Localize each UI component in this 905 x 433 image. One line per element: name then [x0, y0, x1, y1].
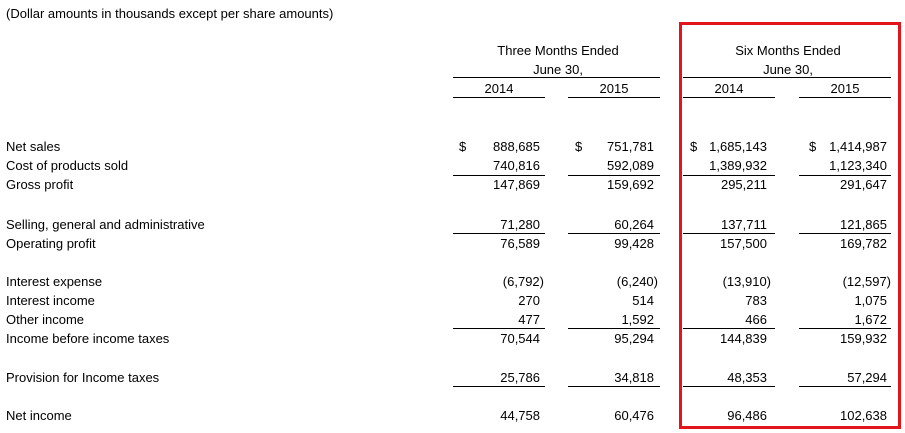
cell-interest-expense-col3: (13,910): [722, 274, 771, 289]
row-label-net-sales: Net sales: [6, 139, 61, 154]
rule-net-income-col2: [568, 386, 660, 387]
row-label-provision-for-taxes: Provision for Income taxes: [6, 370, 160, 385]
three-months-june30: June 30,: [533, 62, 583, 77]
row-label-interest-income: Interest income: [6, 293, 95, 308]
cell-cost-of-products-col2: 592,089: [607, 158, 654, 173]
year-rule-col4: [799, 97, 891, 98]
cell-interest-income-col4: 1,075: [854, 293, 887, 308]
cell-gross-profit-col3: 295,211: [720, 177, 767, 192]
cell-income-before-taxes-col2: 95,294: [614, 331, 654, 346]
year-rule-col3: [683, 97, 775, 98]
cell-interest-income-col2: 514: [632, 293, 654, 308]
three-months-header: Three Months Ended: [497, 43, 619, 58]
cell-sga-col3: 137,711: [720, 217, 767, 232]
cell-interest-expense-col4: (12,597): [842, 274, 891, 289]
dollar-sign-col4: $: [809, 139, 817, 154]
row-label-cost-of-products-sold: Cost of products sold: [6, 158, 129, 173]
six-months-header: Six Months Ended: [735, 43, 841, 58]
rule-gross-col2: [568, 175, 660, 176]
year-rule-col1: [453, 97, 545, 98]
cell-operating-profit-col1: 76,589: [500, 236, 540, 251]
cell-other-income-col3: 466: [745, 312, 767, 327]
row-label-operating-profit: Operating profit: [6, 236, 96, 251]
cell-income-before-taxes-col4: 159,932: [840, 331, 887, 346]
year-header-col4: 2015: [830, 81, 860, 96]
rule-operating-col2: [568, 233, 660, 234]
cell-gross-profit-col2: 159,692: [607, 177, 654, 192]
cell-cost-of-products-col1: 740,816: [493, 158, 540, 173]
dollar-sign-col2: $: [575, 139, 583, 154]
cell-net-sales-col4: 1,414,987: [829, 139, 887, 154]
six-months-highlight-box: [679, 22, 901, 429]
row-label-other-income: Other income: [6, 312, 85, 327]
rule-income-before-col4: [799, 328, 891, 329]
cell-net-sales-col1: 888,685: [493, 139, 540, 154]
rule-income-before-col3: [683, 328, 775, 329]
cell-interest-expense-col2: (6,240): [616, 274, 658, 289]
cell-other-income-col2: 1,592: [621, 312, 654, 327]
cell-income-before-taxes-col1: 70,544: [500, 331, 540, 346]
rule-net-income-col1: [453, 386, 545, 387]
cell-other-income-col4: 1,672: [854, 312, 887, 327]
dollar-sign-col1: $: [459, 139, 467, 154]
cell-operating-profit-col3: 157,500: [720, 236, 767, 251]
cell-interest-income-col3: 783: [745, 293, 767, 308]
cell-operating-profit-col4: 169,782: [840, 236, 887, 251]
rule-net-income-col4: [799, 386, 891, 387]
cell-net-sales-col3: 1,685,143: [709, 139, 767, 154]
six-months-june30: June 30,: [763, 62, 813, 77]
rule-income-before-col1: [453, 328, 545, 329]
rule-operating-col1: [453, 233, 545, 234]
rule-operating-col4: [799, 233, 891, 234]
row-label-gross-profit: Gross profit: [6, 177, 74, 192]
cell-sga-col1: 71,280: [500, 217, 540, 232]
cell-sga-col2: 60,264: [614, 217, 654, 232]
rule-net-income-col3: [683, 386, 775, 387]
cell-net-sales-col2: 751,781: [607, 139, 654, 154]
cell-provision-col4: 57,294: [847, 370, 887, 385]
rule-gross-col3: [683, 175, 775, 176]
year-header-col3: 2014: [714, 81, 744, 96]
cell-net-income-col4: 102,638: [840, 408, 887, 423]
cell-sga-col4: 121,865: [840, 217, 887, 232]
cell-gross-profit-col1: 147,869: [493, 177, 540, 192]
cell-interest-expense-col1: (6,792): [502, 274, 544, 289]
cell-net-income-col1: 44,758: [500, 408, 540, 423]
year-header-col2: 2015: [599, 81, 629, 96]
year-header-col1: 2014: [484, 81, 514, 96]
units-note: (Dollar amounts in thousands except per …: [6, 6, 334, 21]
cell-provision-col2: 34,818: [614, 370, 654, 385]
three-months-header-rule: [453, 77, 660, 78]
year-rule-col2: [568, 97, 660, 98]
row-label-net-income: Net income: [6, 408, 72, 423]
rule-income-before-col2: [568, 328, 660, 329]
rule-operating-col3: [683, 233, 775, 234]
cell-provision-col3: 48,353: [727, 370, 767, 385]
row-label-interest-expense: Interest expense: [6, 274, 103, 289]
row-label-income-before-taxes: Income before income taxes: [6, 331, 170, 346]
cell-provision-col1: 25,786: [500, 370, 540, 385]
rule-gross-col1: [453, 175, 545, 176]
dollar-sign-col3: $: [690, 139, 698, 154]
cell-other-income-col1: 477: [518, 312, 540, 327]
six-months-header-rule: [683, 77, 891, 78]
cell-cost-of-products-col4: 1,123,340: [829, 158, 887, 173]
cell-net-income-col2: 60,476: [614, 408, 654, 423]
row-label-sga: Selling, general and administrative: [6, 217, 205, 232]
cell-cost-of-products-col3: 1,389,932: [709, 158, 767, 173]
cell-gross-profit-col4: 291,647: [840, 177, 887, 192]
cell-interest-income-col1: 270: [518, 293, 540, 308]
cell-income-before-taxes-col3: 144,839: [720, 331, 767, 346]
cell-net-income-col3: 96,486: [727, 408, 767, 423]
rule-gross-col4: [799, 175, 891, 176]
cell-operating-profit-col2: 99,428: [614, 236, 654, 251]
